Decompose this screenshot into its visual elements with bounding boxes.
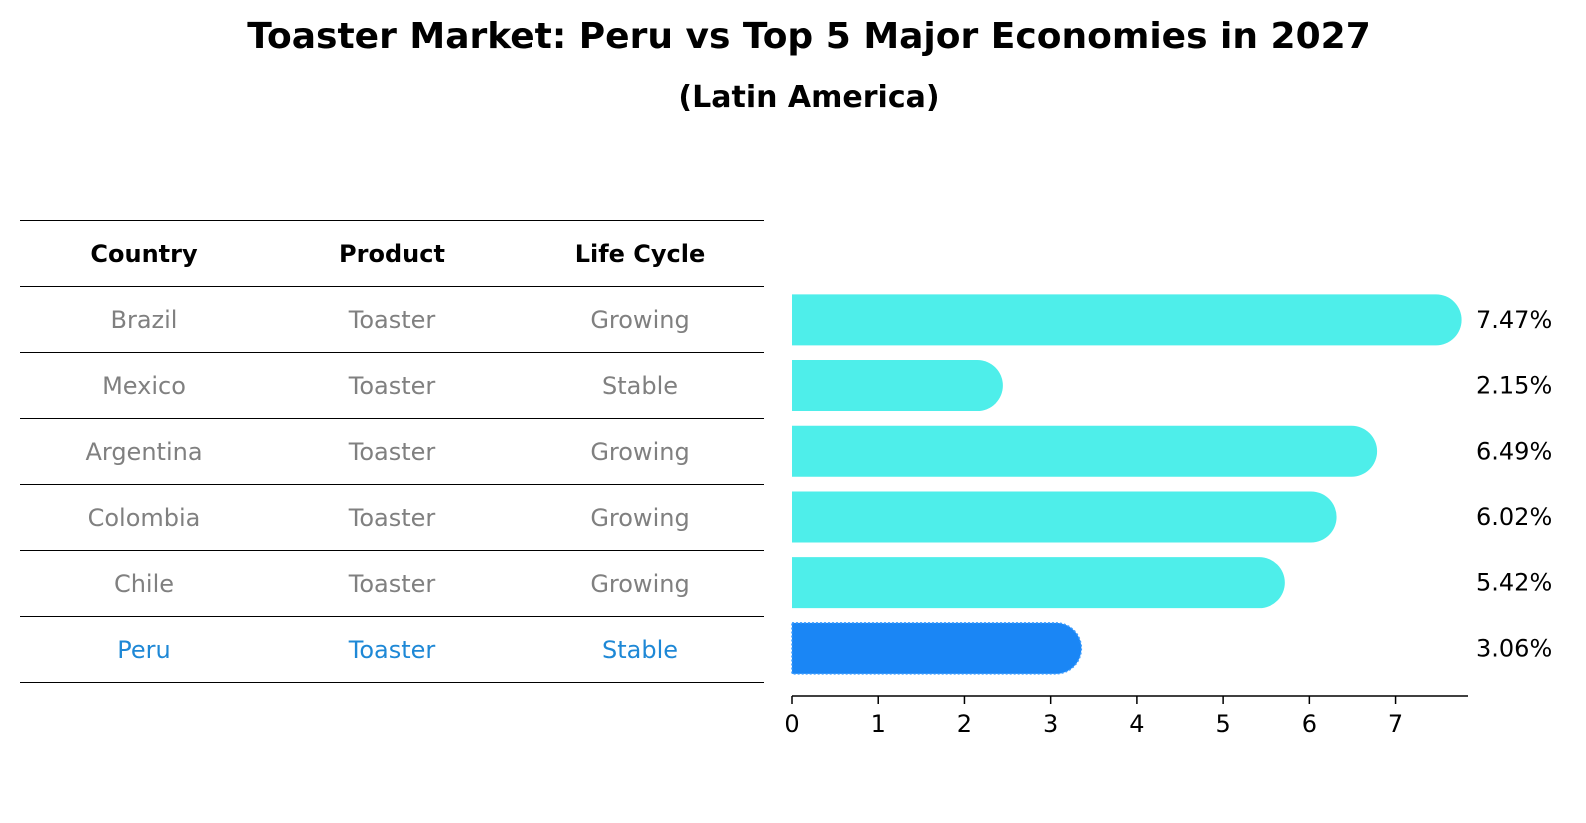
cell-life-cycle: Stable bbox=[516, 616, 764, 683]
data-label-brazil: 7.47% bbox=[1476, 306, 1552, 334]
cell-product: Toaster bbox=[268, 418, 516, 485]
data-label-peru: 3.06% bbox=[1476, 634, 1552, 662]
x-tick-label-6: 6 bbox=[1302, 710, 1317, 738]
cell-country: Chile bbox=[20, 550, 268, 617]
chart-title: Toaster Market: Peru vs Top 5 Major Econ… bbox=[247, 16, 1371, 57]
cell-country: Argentina bbox=[20, 418, 268, 485]
cell-product: Toaster bbox=[268, 550, 516, 617]
table-row: Brazil Toaster Growing bbox=[20, 286, 764, 353]
column-header-life-cycle: Life Cycle bbox=[516, 220, 764, 287]
table-row-highlighted: Peru Toaster Stable bbox=[20, 616, 764, 683]
x-tick-label-1: 1 bbox=[871, 710, 886, 738]
column-header-country: Country bbox=[20, 220, 268, 287]
cell-country: Brazil bbox=[20, 286, 268, 353]
cell-product: Toaster bbox=[268, 616, 516, 683]
x-tick-label-4: 4 bbox=[1129, 710, 1144, 738]
data-label-argentina: 6.49% bbox=[1476, 437, 1552, 465]
bar-argentina bbox=[792, 425, 1378, 477]
x-tick-label-0: 0 bbox=[784, 710, 799, 738]
cell-product: Toaster bbox=[268, 352, 516, 419]
data-label-colombia: 6.02% bbox=[1476, 503, 1552, 531]
cell-country: Peru bbox=[20, 616, 268, 683]
table-row: Mexico Toaster Stable bbox=[20, 352, 764, 419]
bar-brazil bbox=[792, 294, 1462, 346]
cell-life-cycle: Stable bbox=[516, 352, 764, 419]
cell-life-cycle: Growing bbox=[516, 484, 764, 551]
x-tick-label-3: 3 bbox=[1043, 710, 1058, 738]
bar-colombia bbox=[792, 491, 1337, 543]
x-tick-label-5: 5 bbox=[1215, 710, 1230, 738]
column-header-product: Product bbox=[268, 220, 516, 287]
table-row: Colombia Toaster Growing bbox=[20, 484, 764, 551]
table-row: Argentina Toaster Growing bbox=[20, 418, 764, 485]
bar-chile bbox=[792, 557, 1285, 609]
cell-product: Toaster bbox=[268, 484, 516, 551]
cell-country: Colombia bbox=[20, 484, 268, 551]
data-label-chile: 5.42% bbox=[1476, 569, 1552, 597]
chart-subtitle: (Latin America) bbox=[678, 80, 940, 115]
cell-life-cycle: Growing bbox=[516, 550, 764, 617]
table-header-row: Country Product Life Cycle bbox=[20, 220, 764, 287]
cell-life-cycle: Growing bbox=[516, 418, 764, 485]
bar-peru bbox=[791, 622, 1083, 675]
table-row: Chile Toaster Growing bbox=[20, 550, 764, 617]
data-label-mexico: 2.15% bbox=[1476, 372, 1552, 400]
x-tick-label-2: 2 bbox=[957, 710, 972, 738]
cell-life-cycle: Growing bbox=[516, 286, 764, 353]
bar-mexico bbox=[792, 360, 1003, 412]
data-table: Country Product Life Cycle Brazil Toaste… bbox=[20, 220, 764, 683]
cell-country: Mexico bbox=[20, 352, 268, 419]
cell-product: Toaster bbox=[268, 286, 516, 353]
x-tick-label-7: 7 bbox=[1388, 710, 1403, 738]
